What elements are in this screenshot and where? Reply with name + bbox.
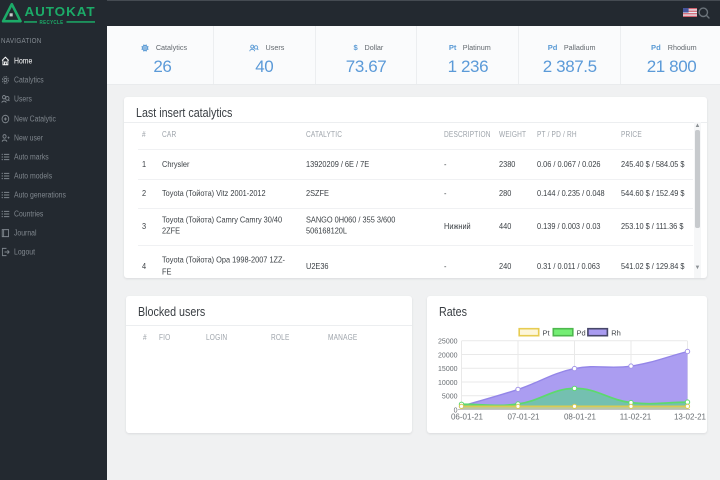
svg-text:10000: 10000 [438,380,458,387]
svg-text:0: 0 [454,407,458,414]
svg-text:13-02-21: 13-02-21 [674,413,707,422]
svg-text:AUTOKAT: AUTOKAT [25,4,96,19]
svg-text:RECYCLE: RECYCLE [40,20,64,26]
svg-text:06-01-21: 06-01-21 [451,413,484,422]
svg-text:25000: 25000 [438,339,458,346]
svg-text:15000: 15000 [438,366,458,373]
svg-text:07-01-21: 07-01-21 [507,413,540,422]
svg-text:5000: 5000 [442,394,458,401]
svg-text:Pd: Pd [577,329,586,338]
svg-text:20000: 20000 [438,352,458,359]
svg-text:Pt: Pt [543,329,551,338]
svg-text:08-01-21: 08-01-21 [564,413,597,422]
svg-text:Rh: Rh [611,329,621,338]
svg-text:11-02-21: 11-02-21 [620,413,652,422]
